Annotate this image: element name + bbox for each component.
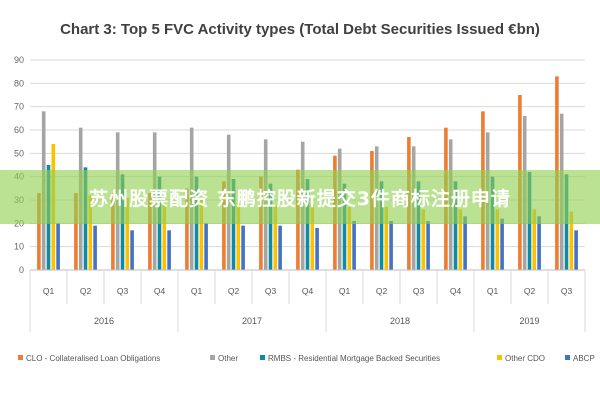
bar bbox=[379, 181, 384, 270]
bar bbox=[532, 209, 537, 270]
banner-text: 苏州股票配资 东鹏控股新提交3件商标注册申请 bbox=[89, 187, 511, 210]
bar bbox=[185, 188, 189, 270]
bar bbox=[37, 193, 41, 270]
x-tick-label: Q1 bbox=[191, 286, 203, 296]
y-tick-label: 90 bbox=[14, 55, 24, 65]
bar bbox=[310, 204, 315, 270]
bar bbox=[416, 181, 421, 270]
y-tick-label: 10 bbox=[14, 242, 24, 252]
legend-label: Other bbox=[218, 354, 238, 363]
y-tick-label: 70 bbox=[14, 102, 24, 112]
x-group-label: 2017 bbox=[242, 316, 262, 326]
x-tick-label: Q1 bbox=[487, 286, 499, 296]
bar bbox=[384, 207, 389, 270]
x-tick-label: Q2 bbox=[524, 286, 536, 296]
watermark-banner: 苏州股票配资 东鹏控股新提交3件商标注册申请 bbox=[0, 170, 600, 224]
legend-label: Other CDO bbox=[505, 354, 545, 363]
x-tick-label: Q2 bbox=[376, 286, 388, 296]
bar bbox=[74, 193, 78, 270]
bar bbox=[421, 209, 426, 270]
x-tick-label: Q1 bbox=[43, 286, 55, 296]
bar bbox=[458, 209, 463, 270]
x-tick-label: Q2 bbox=[80, 286, 92, 296]
bar bbox=[495, 209, 500, 270]
bar bbox=[125, 197, 130, 270]
x-tick-label: Q3 bbox=[265, 286, 277, 296]
bar bbox=[273, 204, 278, 270]
x-tick-label: Q3 bbox=[413, 286, 425, 296]
x-group-label: 2018 bbox=[390, 316, 410, 326]
x-tick-label: Q4 bbox=[450, 286, 462, 296]
legend-swatch bbox=[18, 355, 23, 360]
x-tick-label: Q1 bbox=[339, 286, 351, 296]
legend-label: CLO - Collateralised Loan Obligations bbox=[26, 354, 160, 363]
x-tick-label: Q3 bbox=[561, 286, 573, 296]
x-group-label: 2019 bbox=[519, 316, 539, 326]
x-tick-label: Q3 bbox=[117, 286, 129, 296]
bar bbox=[347, 207, 352, 270]
bar bbox=[315, 228, 319, 270]
legend-swatch bbox=[565, 355, 570, 360]
legend: CLO - Collateralised Loan Obligations Oth… bbox=[18, 354, 595, 363]
bar bbox=[453, 181, 458, 270]
bar bbox=[167, 230, 171, 270]
chart-title: Chart 3: Top 5 FVC Activity types (Total… bbox=[60, 21, 540, 38]
y-tick-label: 50 bbox=[14, 148, 24, 158]
bar bbox=[305, 179, 310, 270]
bar bbox=[241, 225, 245, 270]
bar bbox=[236, 202, 241, 270]
bar bbox=[342, 183, 347, 270]
bar bbox=[426, 221, 430, 270]
bar bbox=[268, 183, 273, 270]
bar bbox=[130, 230, 134, 270]
bar bbox=[574, 230, 578, 270]
bar bbox=[148, 193, 152, 270]
legend-swatch bbox=[497, 355, 502, 360]
legend-swatch bbox=[210, 355, 215, 360]
bar bbox=[88, 195, 93, 270]
bar bbox=[111, 193, 115, 270]
y-tick-label: 60 bbox=[14, 125, 24, 135]
y-tick-label: 0 bbox=[19, 265, 24, 275]
bar bbox=[352, 221, 356, 270]
y-axis-ticks: 0102030405060708090 bbox=[14, 55, 24, 275]
bar bbox=[56, 223, 60, 270]
bar bbox=[278, 225, 282, 270]
bar bbox=[93, 225, 97, 270]
y-tick-label: 80 bbox=[14, 78, 24, 88]
bar bbox=[222, 181, 226, 270]
bar bbox=[500, 218, 504, 270]
bar bbox=[569, 211, 574, 270]
bar bbox=[537, 216, 541, 270]
x-tick-label: Q4 bbox=[154, 286, 166, 296]
bar bbox=[389, 221, 393, 270]
legend-label: ABCP bbox=[573, 354, 595, 363]
bar bbox=[204, 223, 208, 270]
bar bbox=[162, 200, 167, 270]
legend-swatch bbox=[260, 355, 265, 360]
x-tick-label: Q2 bbox=[228, 286, 240, 296]
bar bbox=[463, 216, 467, 270]
legend-label: RMBS - Residential Mortgage Backed Secur… bbox=[268, 354, 440, 363]
x-tick-label: Q4 bbox=[302, 286, 314, 296]
bar bbox=[231, 179, 236, 270]
x-group-label: 2016 bbox=[94, 316, 114, 326]
x-axis: Q1 Q2 Q3 Q4 Q1 Q2 Q3 Q4 Q1 Q2 Q3 Q4 Q1 Q2 Q3 2016 2017 20… bbox=[29, 269, 586, 332]
bar bbox=[199, 200, 204, 270]
